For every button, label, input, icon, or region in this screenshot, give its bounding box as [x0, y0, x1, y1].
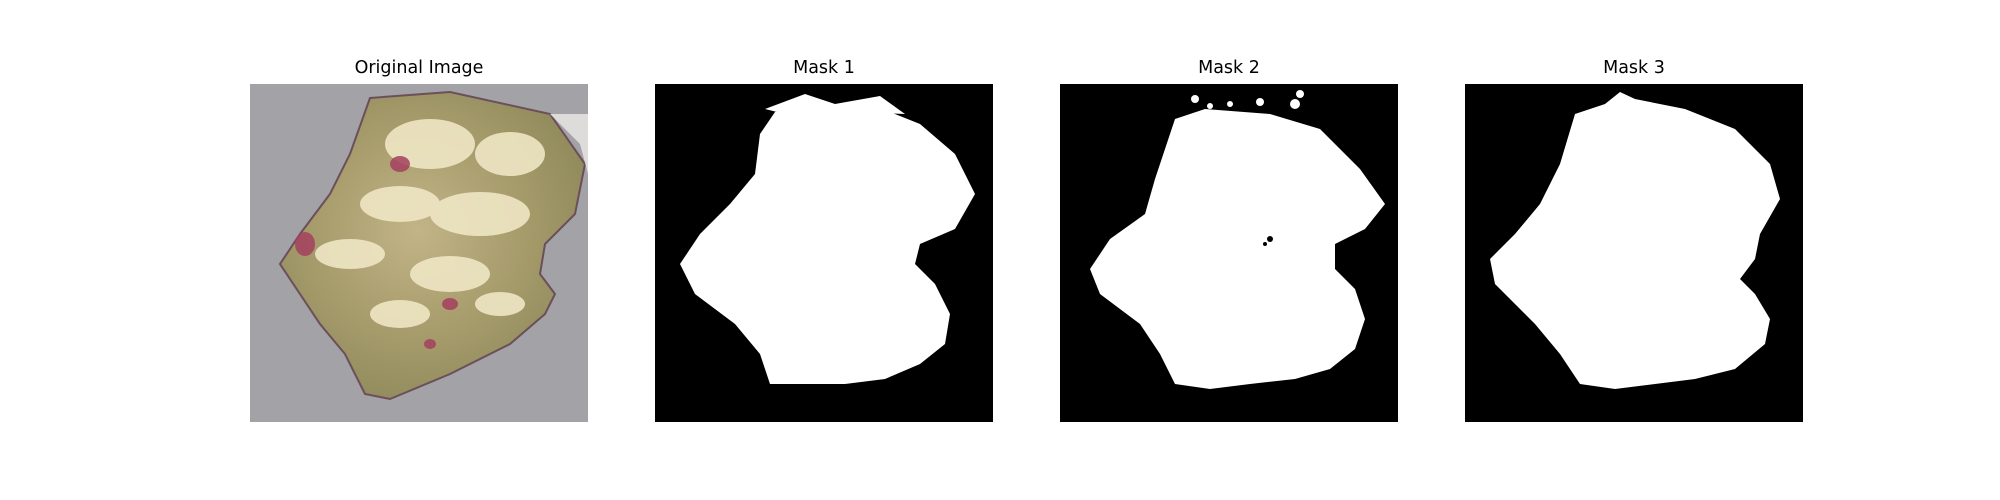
mask-holes [1263, 236, 1273, 246]
leaf-lesions [295, 156, 458, 349]
original-leaf-photo [250, 84, 588, 422]
mask-1-svg [655, 84, 993, 422]
mask-2-svg [1060, 84, 1398, 422]
mask-3-image [1465, 84, 1803, 422]
panel-title: Mask 3 [1603, 58, 1665, 78]
mask-top-fragment [765, 94, 905, 119]
mask-3-svg [1465, 84, 1803, 422]
panel-title: Mask 2 [1198, 58, 1260, 78]
panel-title: Original Image [354, 58, 484, 78]
mask-foreground [1090, 109, 1385, 389]
photo-glare [550, 114, 588, 174]
mask-1-image [655, 84, 993, 422]
mask-2-image [1060, 84, 1398, 422]
mask-noise-dots [1191, 90, 1304, 109]
panel-title: Mask 1 [793, 58, 855, 78]
leaf-photo-svg [250, 84, 588, 422]
mask-foreground [680, 104, 975, 384]
mask-foreground [1490, 92, 1780, 389]
leaf-spots [315, 119, 545, 328]
